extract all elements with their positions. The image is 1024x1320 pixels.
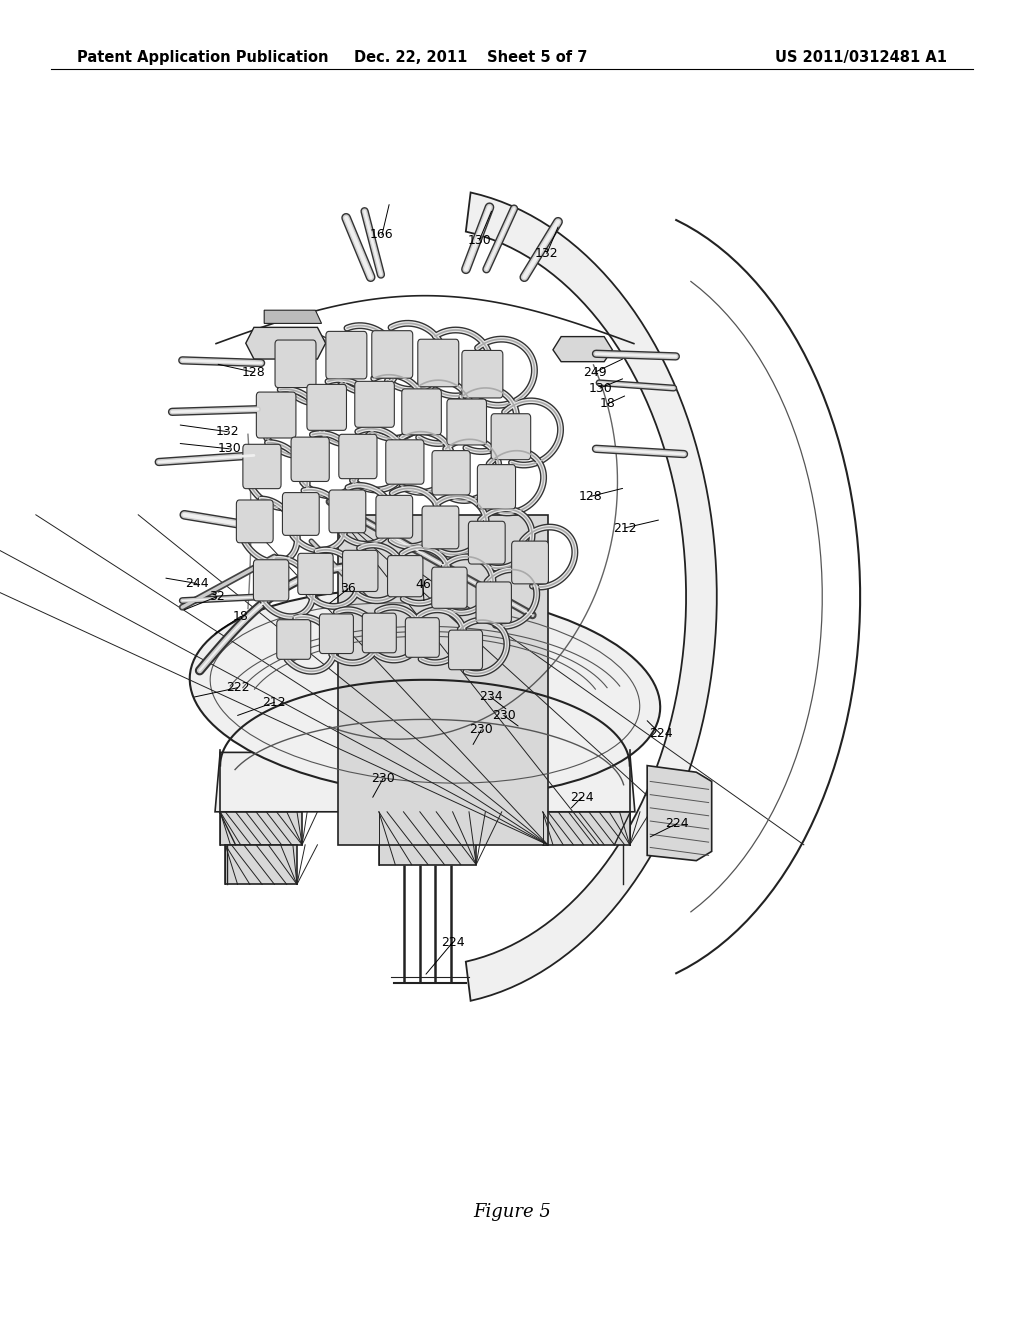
Text: 249: 249 bbox=[583, 366, 607, 379]
Text: US 2011/0312481 A1: US 2011/0312481 A1 bbox=[775, 50, 947, 65]
FancyBboxPatch shape bbox=[237, 500, 273, 543]
Polygon shape bbox=[553, 337, 612, 362]
Polygon shape bbox=[220, 812, 302, 845]
FancyBboxPatch shape bbox=[468, 521, 505, 564]
FancyBboxPatch shape bbox=[291, 437, 330, 482]
FancyBboxPatch shape bbox=[283, 492, 319, 536]
Text: 234: 234 bbox=[478, 690, 503, 704]
Text: 128: 128 bbox=[242, 366, 266, 379]
Text: Figure 5: Figure 5 bbox=[473, 1203, 551, 1221]
Text: Dec. 22, 2011  Sheet 5 of 7: Dec. 22, 2011 Sheet 5 of 7 bbox=[354, 50, 588, 65]
Polygon shape bbox=[225, 845, 297, 884]
Text: 224: 224 bbox=[569, 791, 594, 804]
Text: 224: 224 bbox=[665, 817, 689, 830]
FancyBboxPatch shape bbox=[406, 618, 439, 657]
FancyBboxPatch shape bbox=[418, 339, 459, 387]
FancyBboxPatch shape bbox=[432, 450, 470, 495]
FancyBboxPatch shape bbox=[256, 392, 296, 438]
Text: 130: 130 bbox=[217, 442, 242, 455]
Polygon shape bbox=[215, 752, 635, 812]
FancyBboxPatch shape bbox=[243, 445, 281, 488]
Text: 166: 166 bbox=[370, 228, 394, 242]
Polygon shape bbox=[543, 812, 630, 845]
Polygon shape bbox=[338, 515, 548, 845]
FancyBboxPatch shape bbox=[422, 506, 459, 549]
Ellipse shape bbox=[189, 590, 660, 796]
Text: 132: 132 bbox=[535, 247, 559, 260]
Text: 222: 222 bbox=[225, 681, 250, 694]
FancyBboxPatch shape bbox=[276, 619, 310, 659]
Text: 132: 132 bbox=[215, 425, 240, 438]
Text: 36: 36 bbox=[340, 582, 356, 595]
Text: 212: 212 bbox=[262, 696, 287, 709]
FancyBboxPatch shape bbox=[376, 495, 413, 539]
Text: 224: 224 bbox=[440, 936, 465, 949]
FancyBboxPatch shape bbox=[339, 434, 377, 479]
FancyBboxPatch shape bbox=[354, 381, 394, 428]
Text: 130: 130 bbox=[467, 234, 492, 247]
Text: Patent Application Publication: Patent Application Publication bbox=[77, 50, 329, 65]
Text: 244: 244 bbox=[184, 577, 209, 590]
FancyBboxPatch shape bbox=[387, 556, 423, 597]
FancyBboxPatch shape bbox=[492, 413, 530, 459]
FancyBboxPatch shape bbox=[343, 550, 378, 591]
Text: 46: 46 bbox=[415, 578, 431, 591]
FancyBboxPatch shape bbox=[253, 560, 289, 601]
FancyBboxPatch shape bbox=[446, 399, 486, 445]
FancyBboxPatch shape bbox=[386, 440, 424, 484]
FancyBboxPatch shape bbox=[362, 614, 396, 653]
FancyBboxPatch shape bbox=[372, 331, 413, 379]
Polygon shape bbox=[264, 310, 322, 323]
FancyBboxPatch shape bbox=[432, 568, 467, 609]
FancyBboxPatch shape bbox=[401, 389, 441, 434]
Text: 230: 230 bbox=[371, 772, 395, 785]
FancyBboxPatch shape bbox=[512, 541, 549, 583]
Polygon shape bbox=[466, 193, 717, 1001]
FancyBboxPatch shape bbox=[449, 630, 482, 669]
Text: 212: 212 bbox=[612, 521, 637, 535]
FancyBboxPatch shape bbox=[319, 614, 353, 653]
FancyBboxPatch shape bbox=[477, 465, 515, 510]
Text: 230: 230 bbox=[469, 723, 494, 737]
Polygon shape bbox=[379, 812, 476, 865]
FancyBboxPatch shape bbox=[298, 553, 333, 594]
FancyBboxPatch shape bbox=[329, 490, 366, 533]
Polygon shape bbox=[246, 327, 326, 359]
FancyBboxPatch shape bbox=[462, 350, 503, 397]
Polygon shape bbox=[647, 766, 712, 861]
Text: 130: 130 bbox=[588, 381, 612, 395]
Text: 18: 18 bbox=[232, 610, 249, 623]
Text: 224: 224 bbox=[648, 727, 673, 741]
FancyBboxPatch shape bbox=[307, 384, 346, 430]
Text: 128: 128 bbox=[579, 490, 603, 503]
FancyBboxPatch shape bbox=[326, 331, 367, 379]
Text: 230: 230 bbox=[492, 709, 516, 722]
Text: 32: 32 bbox=[209, 590, 225, 603]
FancyBboxPatch shape bbox=[275, 341, 316, 388]
Text: 18: 18 bbox=[599, 397, 615, 411]
FancyBboxPatch shape bbox=[476, 582, 511, 623]
